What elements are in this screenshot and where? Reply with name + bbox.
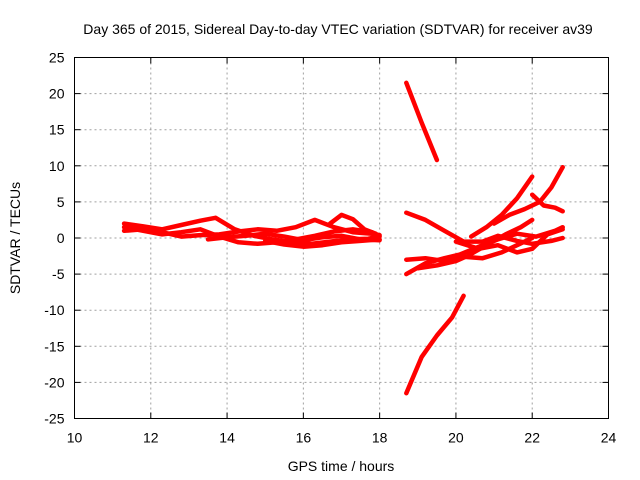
series-line-8: [404, 293, 466, 396]
y-tick-label: -25: [44, 411, 64, 427]
chart-title: Day 365 of 2015, Sidereal Day-to-day VTE…: [83, 21, 593, 37]
series-line-5: [262, 237, 382, 249]
y-tick-label: 25: [49, 50, 65, 66]
series-line-16: [529, 192, 565, 214]
x-tick-label: 14: [219, 430, 235, 446]
y-tick-label: -20: [44, 374, 64, 390]
y-tick-label: 0: [57, 230, 65, 246]
y-tick-label: 5: [57, 194, 65, 210]
series-line-3: [121, 224, 375, 247]
y-tick-label: -10: [44, 302, 64, 318]
series-line-7: [404, 80, 440, 163]
x-tick-label: 16: [296, 430, 312, 446]
y-axis-label: SDTVAR / TECUs: [7, 182, 23, 294]
x-tick-label: 12: [143, 430, 159, 446]
axis-ticks: [74, 57, 609, 419]
series-line-6: [327, 212, 379, 236]
x-tick-label: 22: [524, 430, 540, 446]
x-axis-label: GPS time / hours: [288, 458, 395, 474]
y-tick-label: -15: [44, 338, 64, 354]
y-tick-label: 10: [49, 158, 65, 174]
series-line-13: [453, 227, 565, 255]
x-tick-label: 24: [601, 430, 617, 446]
y-tick-label: -5: [52, 266, 65, 282]
series-group: [121, 80, 565, 396]
x-axis-tick-labels: 10 12 14 16 18 20 22 24: [67, 430, 617, 446]
y-axis-tick-labels: 25 20 15 10 5 0 -5 -10 -15 -20 -25: [44, 50, 64, 427]
x-tick-label: 18: [372, 430, 388, 446]
series-line-12: [415, 217, 535, 271]
x-tick-label: 10: [67, 430, 83, 446]
x-tick-label: 20: [448, 430, 464, 446]
y-tick-label: 20: [49, 86, 65, 102]
series-line-14: [468, 174, 535, 239]
series-line-4: [205, 231, 382, 243]
y-tick-label: 15: [49, 122, 65, 138]
series-line-11: [404, 235, 535, 264]
series-line-15: [491, 164, 565, 226]
